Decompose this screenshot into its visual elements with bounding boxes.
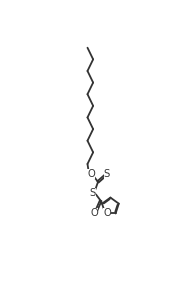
Text: S: S: [104, 169, 110, 179]
Text: O: O: [87, 169, 95, 179]
Text: O: O: [103, 208, 111, 218]
Text: S: S: [90, 188, 96, 199]
Text: O: O: [91, 208, 98, 218]
